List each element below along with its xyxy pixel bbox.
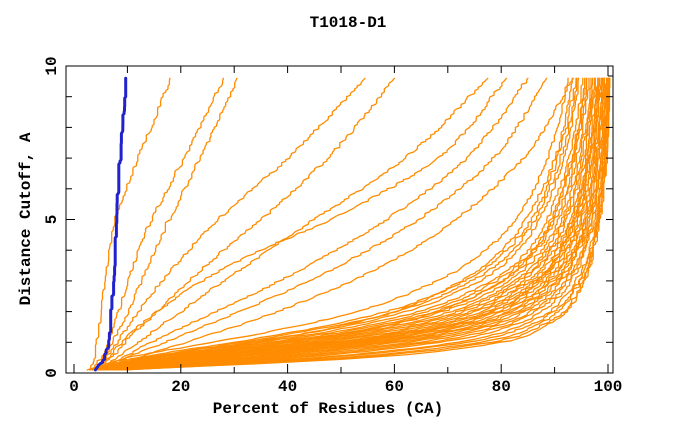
y-axis-label: Distance Cutoff, A <box>17 132 35 305</box>
x-tick-label: 0 <box>69 378 79 396</box>
model-curve <box>94 77 508 371</box>
model-curve <box>97 77 489 371</box>
x-tick-label: 100 <box>594 378 623 396</box>
model-curve <box>97 77 592 371</box>
model-curve <box>100 77 596 371</box>
model-curve <box>105 77 600 371</box>
model-curve <box>108 77 604 371</box>
x-tick-label: 60 <box>385 378 404 396</box>
plot-frame <box>65 65 614 374</box>
model-curve <box>100 77 529 371</box>
model-curve <box>116 77 608 371</box>
model-curve <box>100 77 548 371</box>
model-curve <box>100 77 588 371</box>
model-curve <box>92 77 584 371</box>
x-axis-label: Percent of Residues (CA) <box>213 400 443 418</box>
model-curve <box>110 77 606 371</box>
model-curve <box>89 77 580 371</box>
model-curve <box>108 77 601 371</box>
tick-labels: 0 20 40 60 80 100 0 5 10 <box>43 56 622 396</box>
model-curve <box>89 77 577 371</box>
model-curve <box>102 77 599 371</box>
model-curve <box>97 77 396 371</box>
model-curves-layer <box>86 76 611 372</box>
model-curve <box>94 77 588 371</box>
model-curve <box>100 77 596 371</box>
model-curve <box>92 77 578 371</box>
model-curve <box>108 77 603 371</box>
model-curve <box>94 77 366 371</box>
y-tick-label: 10 <box>43 56 61 75</box>
highlighted-model-curve <box>93 76 128 372</box>
model-curve <box>94 77 238 371</box>
x-tick-label: 80 <box>492 378 511 396</box>
model-curve <box>102 77 600 371</box>
x-tick-label: 20 <box>171 378 190 396</box>
chart-title: T1018-D1 <box>310 14 387 32</box>
model-curve <box>110 77 605 371</box>
model-curve <box>94 77 573 371</box>
model-curve <box>92 77 225 371</box>
model-curve <box>113 77 605 371</box>
x-tick-label: 40 <box>278 378 297 396</box>
model-curve <box>89 77 171 371</box>
y-tick-label: 5 <box>43 215 61 225</box>
y-tick-label: 0 <box>43 368 61 378</box>
model-curve <box>102 77 574 371</box>
model-curve <box>86 77 569 371</box>
